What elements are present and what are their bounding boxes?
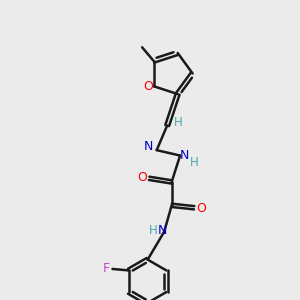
Text: H: H	[190, 156, 199, 169]
Text: O: O	[196, 202, 206, 215]
Text: H: H	[174, 116, 183, 129]
Text: O: O	[143, 80, 153, 93]
Text: F: F	[102, 262, 110, 275]
Text: O: O	[138, 171, 148, 184]
Text: H: H	[149, 224, 158, 237]
Text: N: N	[144, 140, 153, 153]
Text: N: N	[158, 224, 167, 237]
Text: N: N	[180, 149, 189, 162]
